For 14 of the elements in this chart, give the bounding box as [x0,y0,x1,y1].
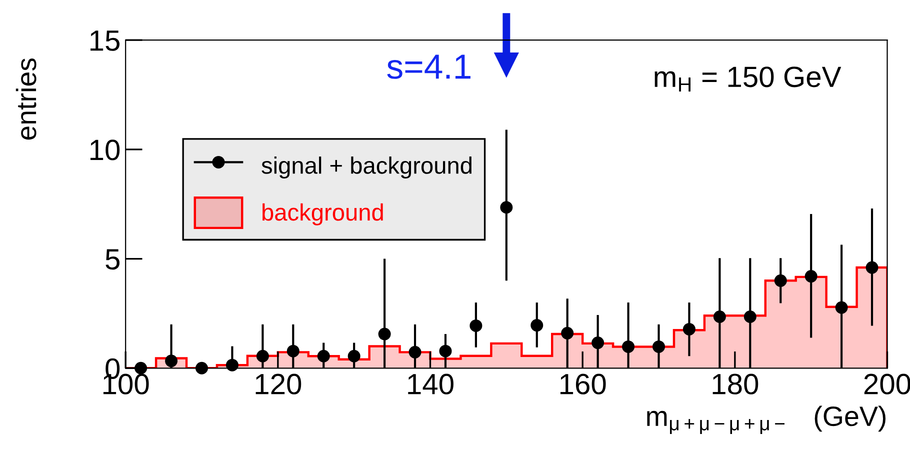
legend-label: background [262,203,383,226]
y-tick-label: 5 [106,249,120,270]
annotation: s=4.1 [387,54,470,79]
x-tick-label: 200 [864,374,910,394]
legend-label: signal + background [262,156,472,179]
x-tick-label: 180 [712,374,758,394]
x-tick-label: 160 [560,374,606,394]
text: m$_{μ+μ−μ+μ−}$ (GeV) [647,406,886,434]
y-tick-label: 15 [90,30,120,51]
x-tick-label: 120 [256,374,302,394]
x-tick-label: 140 [408,374,454,394]
y-axis-title: entries [16,58,36,140]
annotation: m$_{H}$ = 150 GeV [654,66,842,92]
y-tick-label: 10 [90,140,120,160]
